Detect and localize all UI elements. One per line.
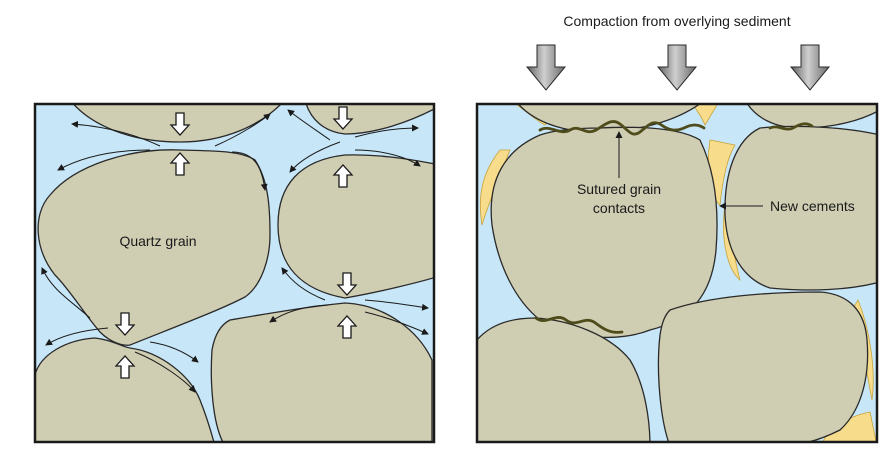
stress-arrow-icon [332,106,354,130]
stress-arrow-icon [169,152,191,176]
left-frame [33,102,436,444]
stress-arrow-icon [169,112,191,136]
sutured-contacts [534,120,814,334]
quartz-grain-label: Quartz grain [119,233,196,249]
sutured-contacts-label-1: Sutured grain [577,181,661,197]
new-cements-label: New cements [770,198,855,214]
grain-mid-right [277,154,434,299]
grain-bottom-right [210,302,433,442]
stress-arrow-icon [114,355,136,379]
compaction-arrow-icon [789,44,831,91]
grain-bottom-left [477,317,651,442]
grain-bottom-right [657,291,869,442]
stress-arrow-icon [114,312,136,336]
stress-arrow-icon [336,272,358,296]
right-frame [475,102,879,444]
grain-bottom-left [35,337,215,442]
left-panel: Quartz grain [33,102,436,444]
grain-top-right [305,104,434,135]
compaction-arrow-icon [656,44,698,91]
stress-arrow-icon [332,164,354,188]
sutured-contacts-label-2: contacts [593,200,645,216]
label-pointers [615,131,763,210]
right-panel: Sutured grain contacts New cements [475,102,879,444]
grain-right [724,125,877,291]
stress-arrow-icon [336,315,358,339]
compaction-label: Compaction from overlying sediment [563,13,790,29]
fluid-flow-arrows [41,109,429,393]
compaction-arrow-icon [525,44,567,91]
compaction-header: Compaction from overlying sediment [525,13,831,91]
